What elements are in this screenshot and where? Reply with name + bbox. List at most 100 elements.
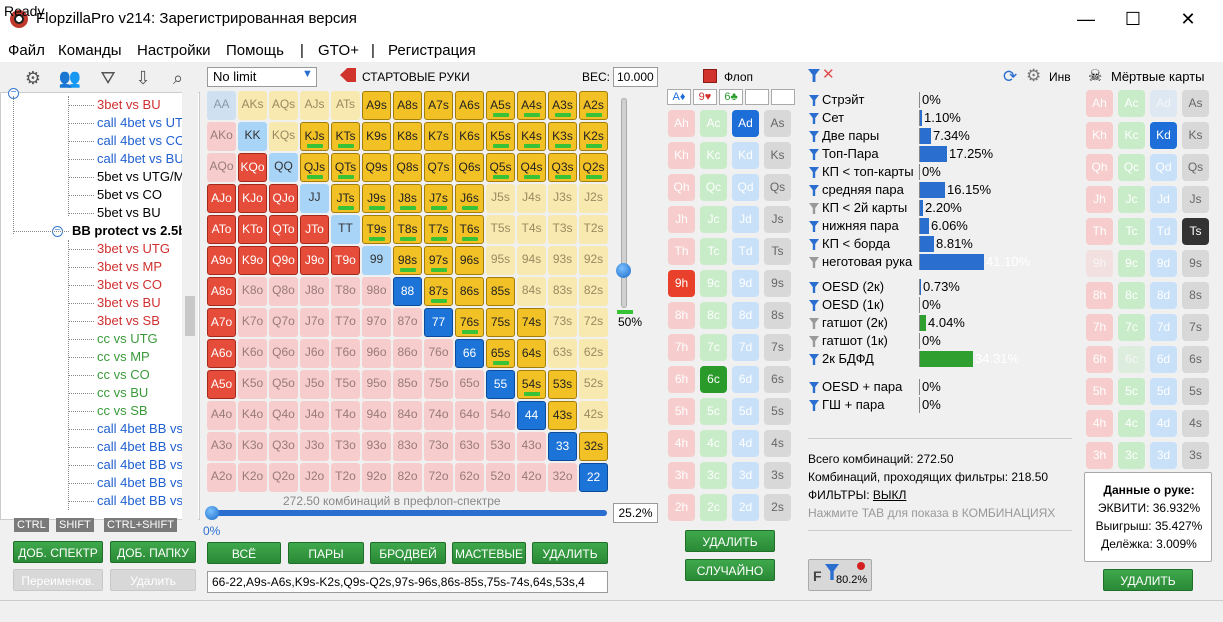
board-card[interactable]: Jc bbox=[700, 206, 727, 233]
dead-card[interactable]: 3c bbox=[1118, 442, 1145, 469]
dead-card[interactable]: 7s bbox=[1182, 314, 1209, 341]
import-icon[interactable]: ⇩ bbox=[135, 68, 151, 88]
tree-item[interactable]: cc vs UTG bbox=[97, 331, 158, 346]
dead-card[interactable]: Qd bbox=[1150, 154, 1177, 181]
hand-cell[interactable]: J5o bbox=[300, 370, 329, 399]
hand-cell[interactable]: KTs bbox=[331, 122, 360, 151]
hand-cell[interactable]: KJo bbox=[238, 184, 267, 213]
hand-cell[interactable]: 85o bbox=[393, 370, 422, 399]
add-folder-button[interactable]: ДОБ. ПАПКУ bbox=[110, 541, 196, 563]
hand-cell[interactable]: Q3s bbox=[548, 153, 577, 182]
hand-cell[interactable]: 32s bbox=[579, 432, 608, 461]
menu-file[interactable]: Файл bbox=[8, 42, 45, 59]
weight-slider-thumb[interactable] bbox=[616, 263, 631, 278]
filter-funnel-icon[interactable] bbox=[809, 131, 819, 142]
hand-cell[interactable]: Q7o bbox=[269, 308, 298, 337]
hand-cell[interactable]: K5s bbox=[486, 122, 515, 151]
filter-label[interactable]: OESD (2к) bbox=[822, 279, 885, 294]
hand-cell[interactable]: 73o bbox=[424, 432, 453, 461]
hand-cell[interactable]: A5o bbox=[207, 370, 236, 399]
hand-cell[interactable]: 74o bbox=[424, 401, 453, 430]
hand-cell[interactable]: T6o bbox=[331, 339, 360, 368]
filter-funnel-icon[interactable] bbox=[809, 95, 819, 106]
dead-card[interactable]: 9h bbox=[1086, 250, 1113, 277]
add-range-button[interactable]: ДОБ. СПЕКТР bbox=[13, 541, 103, 563]
hand-cell[interactable]: K6o bbox=[238, 339, 267, 368]
board-card[interactable]: 5s bbox=[764, 398, 791, 425]
all-button[interactable]: ВСЁ bbox=[207, 542, 281, 564]
hand-cell[interactable]: 63o bbox=[455, 432, 484, 461]
hand-cell[interactable]: J6s bbox=[455, 184, 484, 213]
tree-item[interactable]: call 4bet vs UTG/ bbox=[97, 115, 197, 130]
hand-cell[interactable]: A5s bbox=[486, 91, 515, 120]
filter-label[interactable]: Сет bbox=[822, 110, 845, 125]
dead-card[interactable]: Jh bbox=[1086, 186, 1113, 213]
dead-card[interactable]: Kd bbox=[1150, 122, 1177, 149]
board-card[interactable]: As bbox=[764, 110, 791, 137]
dead-card[interactable]: Td bbox=[1150, 218, 1177, 245]
filter-funnel-icon[interactable] bbox=[809, 354, 819, 365]
dead-card[interactable]: 5h bbox=[1086, 378, 1113, 405]
hand-cell[interactable]: 22 bbox=[579, 463, 608, 492]
filter-funnel-icon[interactable] bbox=[809, 239, 819, 250]
hand-cell[interactable]: 65o bbox=[455, 370, 484, 399]
hand-cell[interactable]: KTo bbox=[238, 215, 267, 244]
board-card[interactable]: 2d bbox=[732, 494, 759, 521]
tree-item[interactable]: 5bet vs BU bbox=[97, 205, 161, 220]
hand-cell[interactable]: KQo bbox=[238, 153, 267, 182]
hand-cell[interactable]: T7s bbox=[424, 215, 453, 244]
hand-cell[interactable]: J4o bbox=[300, 401, 329, 430]
hand-cell[interactable]: AQo bbox=[207, 153, 236, 182]
dead-card[interactable]: 8h bbox=[1086, 282, 1113, 309]
dead-card[interactable]: Js bbox=[1182, 186, 1209, 213]
board-card[interactable]: 8s bbox=[764, 302, 791, 329]
board-card[interactable]: Ts bbox=[764, 238, 791, 265]
hand-cell[interactable]: 43s bbox=[548, 401, 577, 430]
hand-cell[interactable]: K3o bbox=[238, 432, 267, 461]
hand-cell[interactable]: KJs bbox=[300, 122, 329, 151]
tree-item[interactable]: 3bet vs BU bbox=[97, 295, 161, 310]
hand-cell[interactable]: 92o bbox=[362, 463, 391, 492]
hand-cell[interactable]: 82o bbox=[393, 463, 422, 492]
range-percent-input[interactable]: 25.2% bbox=[613, 503, 658, 523]
filter-label[interactable]: Две пары bbox=[822, 128, 880, 143]
tree-item[interactable]: cc vs BU bbox=[97, 385, 149, 400]
hand-cell[interactable]: 96o bbox=[362, 339, 391, 368]
hand-cell[interactable]: K2o bbox=[238, 463, 267, 492]
board-card[interactable]: 5h bbox=[668, 398, 695, 425]
hand-cell[interactable]: A3s bbox=[548, 91, 577, 120]
tree-item[interactable]: call 4bet BB vs C bbox=[97, 457, 196, 472]
board-card[interactable]: 3d bbox=[732, 462, 759, 489]
board-card[interactable]: Jd bbox=[732, 206, 759, 233]
hand-cell[interactable]: TT bbox=[331, 215, 360, 244]
hand-cell[interactable]: T6s bbox=[455, 215, 484, 244]
hand-cell[interactable]: 85s bbox=[486, 277, 515, 306]
hand-cell[interactable]: 98s bbox=[393, 246, 422, 275]
board-card[interactable]: 2s bbox=[764, 494, 791, 521]
range-slider[interactable] bbox=[207, 510, 607, 516]
board-card[interactable]: 9s bbox=[764, 270, 791, 297]
filter-funnel-icon[interactable] bbox=[809, 336, 819, 347]
board-card[interactable]: Ah bbox=[668, 110, 695, 137]
filter-label[interactable]: OESD + пара bbox=[822, 379, 903, 394]
board-card[interactable]: 4h bbox=[668, 430, 695, 457]
chevron-down-icon[interactable]: ▼ bbox=[302, 68, 313, 80]
filters-state-link[interactable]: ВЫКЛ bbox=[872, 488, 907, 502]
filter-funnel-icon[interactable] bbox=[809, 185, 819, 196]
dead-card[interactable]: 4s bbox=[1182, 410, 1209, 437]
hand-cell[interactable]: K2s bbox=[579, 122, 608, 151]
hand-cell[interactable]: AA bbox=[207, 91, 236, 120]
hand-cell[interactable]: A8s bbox=[393, 91, 422, 120]
hand-cell[interactable]: K4s bbox=[517, 122, 546, 151]
broadway-button[interactable]: БРОДВЕЙ bbox=[370, 542, 446, 564]
board-card[interactable]: 4s bbox=[764, 430, 791, 457]
filter-label[interactable]: КП < топ-карты bbox=[822, 164, 914, 179]
start-hands-icon[interactable] bbox=[340, 68, 356, 82]
board-card[interactable]: 9h bbox=[668, 270, 695, 297]
dead-card[interactable]: Qh bbox=[1086, 154, 1113, 181]
dead-card[interactable]: 4d bbox=[1150, 410, 1177, 437]
hand-cell[interactable]: J9s bbox=[362, 184, 391, 213]
hand-cell[interactable]: 42s bbox=[579, 401, 608, 430]
hand-cell[interactable]: 32o bbox=[548, 463, 577, 492]
hand-cell[interactable]: A9s bbox=[362, 91, 391, 120]
